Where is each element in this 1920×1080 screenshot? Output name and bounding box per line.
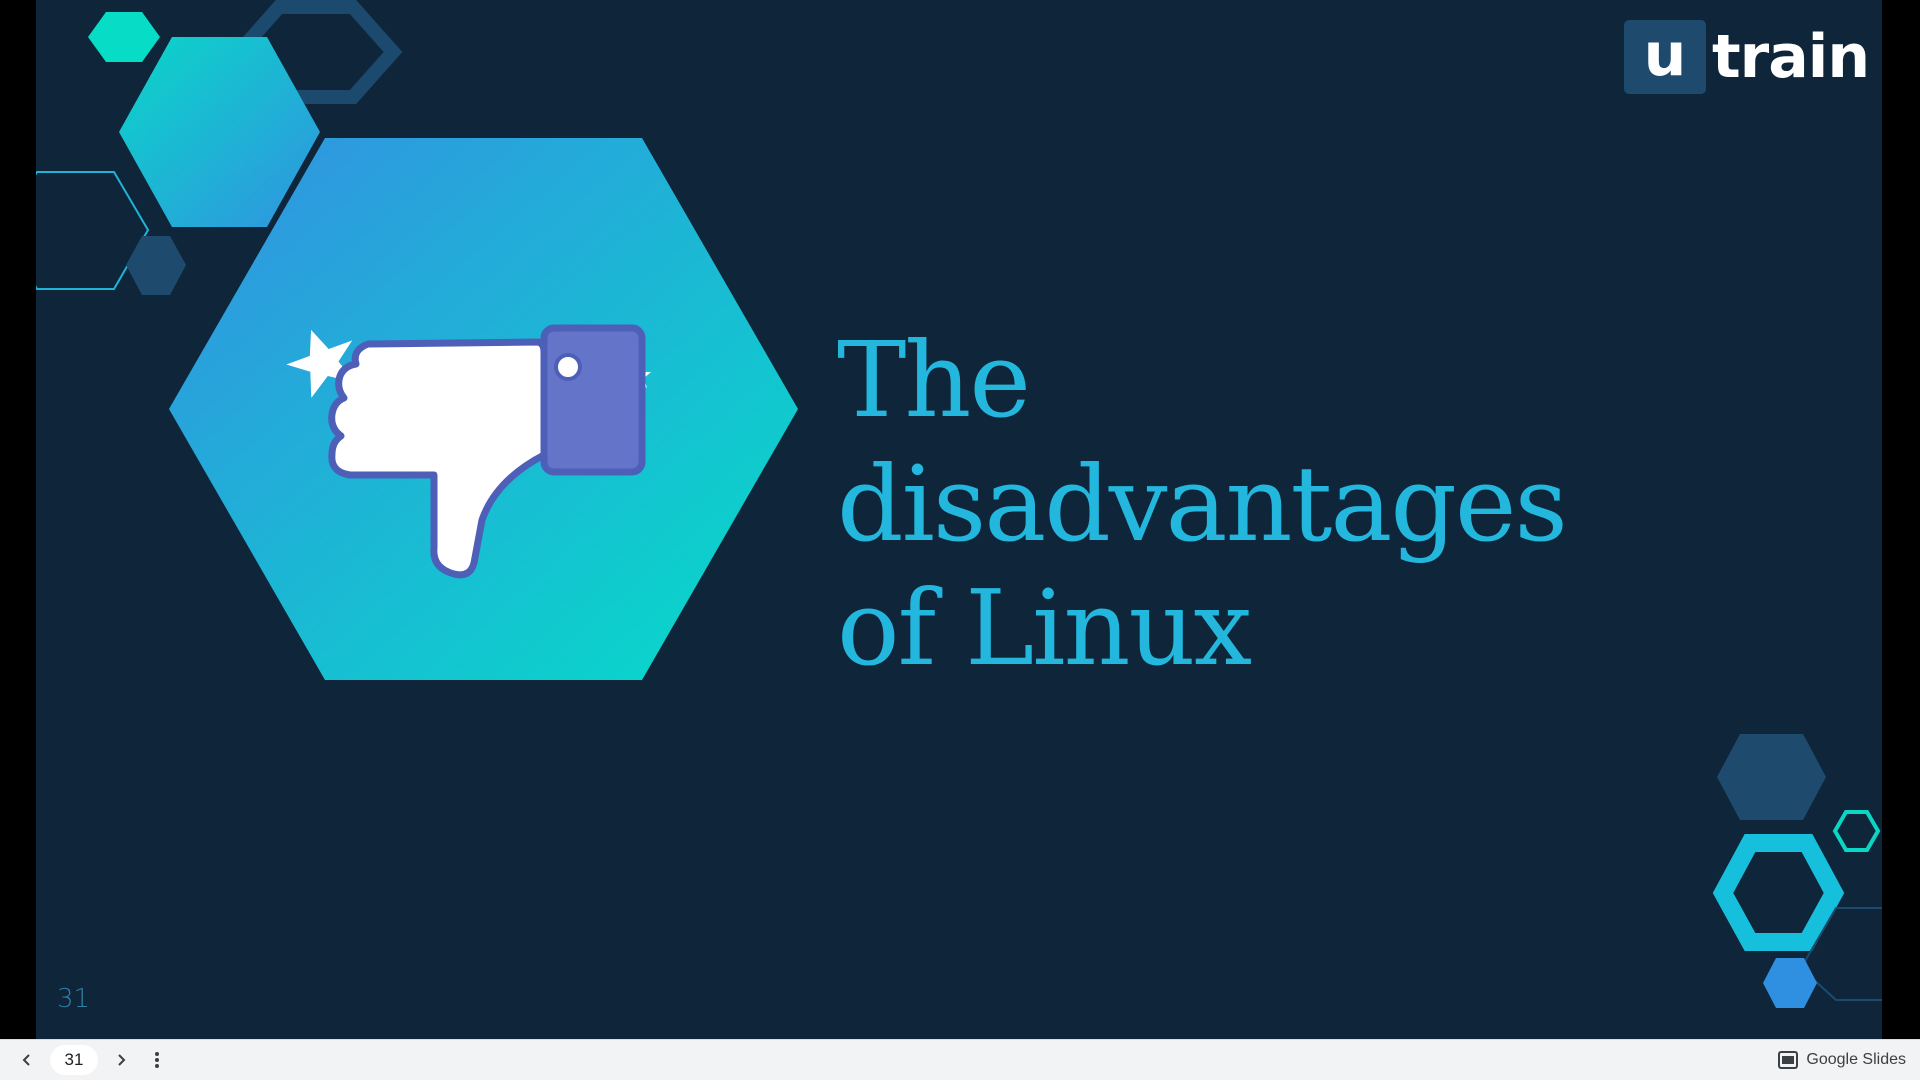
slide-title-line: The [837, 319, 1031, 441]
slide-title-line: of Linux [837, 567, 1252, 689]
viewer-toolbar: 31 Google Slides [0, 1039, 1920, 1080]
more-vertical-icon [155, 1052, 159, 1068]
slide-graphics [36, 0, 1882, 1008]
chevron-left-icon [22, 1054, 30, 1066]
decor-hexagon [1763, 958, 1817, 1008]
next-slide-button[interactable] [107, 1046, 135, 1074]
logo-mark: u [1624, 20, 1706, 94]
utrain-logo: u train [1624, 20, 1870, 94]
logo-text: train [1712, 22, 1870, 92]
decor-hexagon [88, 12, 160, 62]
chevron-right-icon [118, 1054, 126, 1066]
slides-icon [1778, 1051, 1799, 1069]
brand-label: Google Slides [1806, 1051, 1906, 1068]
slide-number: 31 [57, 984, 91, 1014]
more-options-button[interactable] [143, 1046, 171, 1074]
decor-hexagon [119, 37, 320, 227]
presentation-stage: u train The disadvantages of Linux 31 [36, 0, 1882, 1039]
slide-title-line: disadvantages [837, 443, 1568, 565]
decor-hexagon-outline [1712, 834, 1845, 951]
decor-hexagon-outline [36, 171, 150, 290]
previous-slide-button[interactable] [13, 1046, 41, 1074]
page-number-field[interactable]: 31 [50, 1045, 98, 1075]
google-slides-link[interactable]: Google Slides [1778, 1040, 1906, 1080]
slide-title: The disadvantages of Linux [837, 318, 1737, 690]
decor-hexagon [1717, 734, 1826, 820]
decor-hexagon [126, 236, 186, 295]
thumbs-down-icon [286, 324, 651, 579]
decor-hexagon-outline [1832, 810, 1881, 852]
slide: u train The disadvantages of Linux 31 [36, 0, 1882, 1039]
